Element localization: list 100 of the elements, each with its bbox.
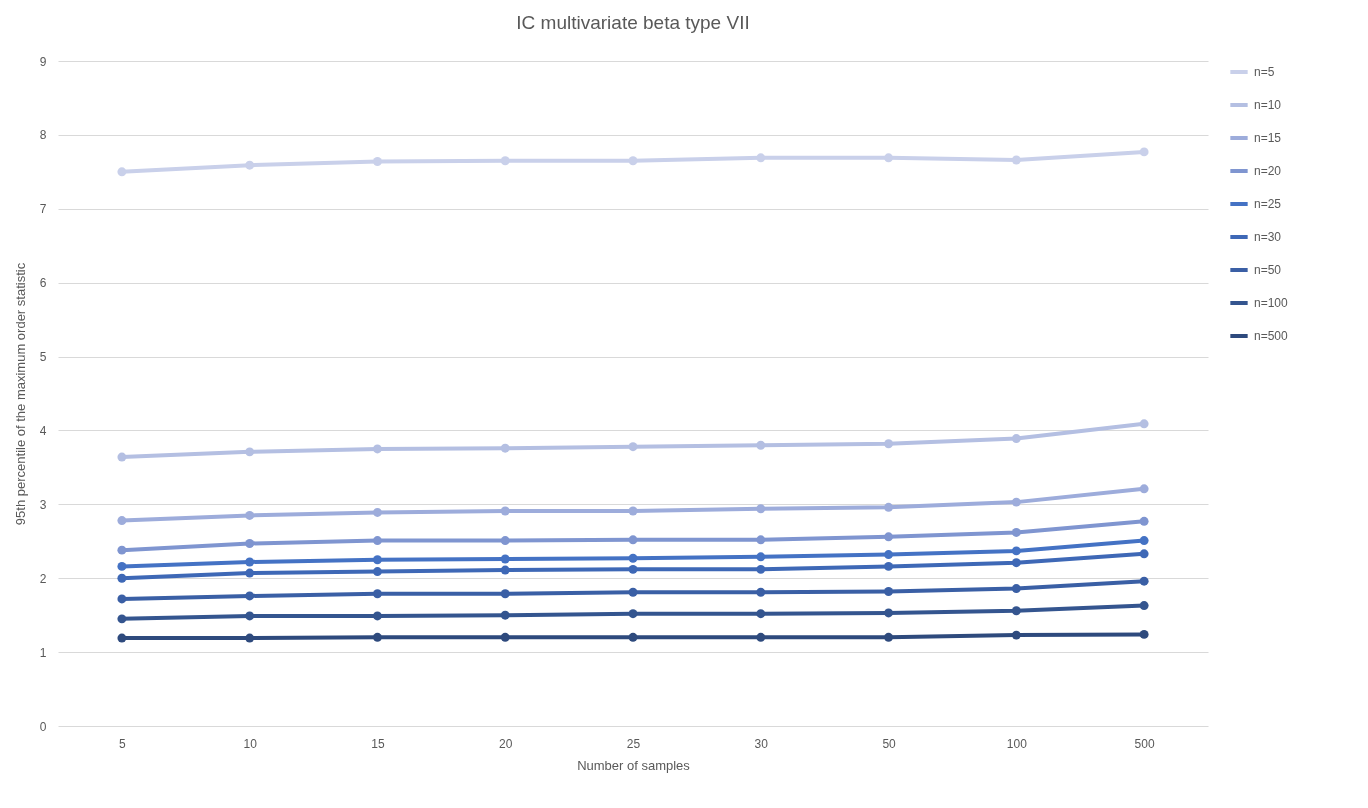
point <box>117 545 127 555</box>
point <box>1139 576 1149 586</box>
point <box>117 633 127 643</box>
point <box>500 554 510 564</box>
point <box>628 564 638 574</box>
point <box>500 443 510 453</box>
point <box>628 632 638 642</box>
y-tick-label: 4 <box>39 423 47 438</box>
point <box>500 610 510 620</box>
point <box>372 508 382 517</box>
legend-label: n=10 <box>1254 98 1282 112</box>
point <box>756 587 766 597</box>
legend-label: n=30 <box>1254 230 1282 244</box>
point <box>884 153 894 163</box>
point <box>1139 419 1149 429</box>
x-tick-label: 15 <box>371 736 385 751</box>
point <box>884 439 894 449</box>
point <box>372 444 382 454</box>
legend-label: n=20 <box>1254 164 1282 178</box>
point <box>1139 549 1149 559</box>
point <box>756 632 766 642</box>
point <box>117 452 127 462</box>
point <box>628 442 638 452</box>
y-tick-label: 8 <box>39 128 47 143</box>
point <box>500 506 510 516</box>
point <box>245 510 255 520</box>
point <box>1139 484 1149 494</box>
point <box>1011 155 1021 165</box>
y-axis-title: 95th percentile of the maximum order statistic <box>12 262 28 526</box>
point <box>372 157 382 166</box>
point <box>117 516 127 526</box>
point <box>245 160 255 170</box>
y-tick-label: 6 <box>39 276 47 291</box>
x-tick-label: 50 <box>882 736 897 751</box>
point <box>1011 434 1021 444</box>
legend-label: n=25 <box>1254 197 1282 211</box>
point <box>884 532 894 542</box>
point <box>756 552 766 562</box>
point <box>884 587 894 596</box>
x-tick-label: 30 <box>754 736 769 751</box>
point <box>884 632 894 642</box>
point <box>245 568 255 578</box>
point <box>1011 497 1021 507</box>
point <box>372 632 382 642</box>
point <box>245 633 255 643</box>
point <box>1011 546 1021 556</box>
point <box>1011 606 1021 616</box>
point <box>756 440 766 450</box>
point <box>884 608 894 618</box>
y-tick-label: 3 <box>39 497 47 512</box>
point <box>117 614 127 624</box>
legend-label: n=50 <box>1254 263 1282 277</box>
point <box>756 153 766 163</box>
x-tick-label: 500 <box>1134 736 1155 751</box>
point <box>372 589 382 599</box>
point <box>117 573 127 583</box>
y-tick-label: 5 <box>39 350 47 365</box>
point <box>756 564 766 574</box>
legend-label: n=5 <box>1254 65 1275 79</box>
legend-label: n=500 <box>1254 329 1289 343</box>
legend-label: n=100 <box>1254 296 1289 310</box>
point <box>1011 558 1021 568</box>
point <box>117 167 127 177</box>
point <box>628 587 638 597</box>
y-tick-label: 7 <box>39 202 47 217</box>
x-tick-label: 25 <box>626 736 641 751</box>
point <box>628 156 638 166</box>
chart-title: IC multivariate beta type VII <box>516 12 750 33</box>
point <box>1139 536 1149 545</box>
x-tick-label: 20 <box>499 736 513 751</box>
point <box>628 535 638 545</box>
point <box>372 555 382 565</box>
point <box>117 561 127 571</box>
point <box>372 611 382 621</box>
point <box>245 539 255 548</box>
point <box>245 591 255 601</box>
point <box>500 565 510 575</box>
point <box>628 609 638 619</box>
point <box>1139 601 1149 611</box>
point <box>628 553 638 563</box>
point <box>756 609 766 619</box>
point <box>1139 147 1149 157</box>
point <box>245 447 255 457</box>
legend-label: n=15 <box>1254 131 1282 145</box>
point <box>756 535 766 545</box>
y-tick-label: 1 <box>39 645 47 660</box>
x-tick-label: 10 <box>243 736 258 751</box>
point <box>500 589 510 599</box>
point <box>500 156 510 166</box>
x-tick-label: 100 <box>1006 736 1028 751</box>
point <box>117 594 127 604</box>
point <box>245 611 255 621</box>
point <box>1011 527 1021 537</box>
point <box>756 504 766 514</box>
point <box>628 506 638 516</box>
y-tick-label: 9 <box>39 54 47 69</box>
point <box>1139 516 1149 526</box>
point <box>500 536 510 545</box>
point <box>372 567 382 577</box>
point <box>1011 584 1021 594</box>
